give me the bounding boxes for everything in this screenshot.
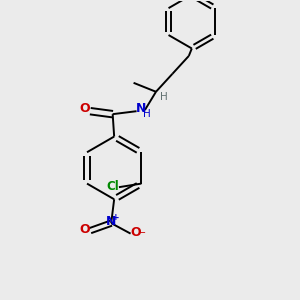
Text: +: + [112, 213, 120, 222]
Text: O: O [130, 226, 141, 239]
Text: O: O [80, 102, 90, 115]
Text: N: N [136, 102, 146, 115]
Text: −: − [138, 228, 146, 238]
Text: H: H [143, 109, 151, 118]
Text: O: O [80, 223, 90, 236]
Text: H: H [160, 92, 167, 102]
Text: N: N [106, 215, 116, 228]
Text: Cl: Cl [106, 180, 119, 193]
